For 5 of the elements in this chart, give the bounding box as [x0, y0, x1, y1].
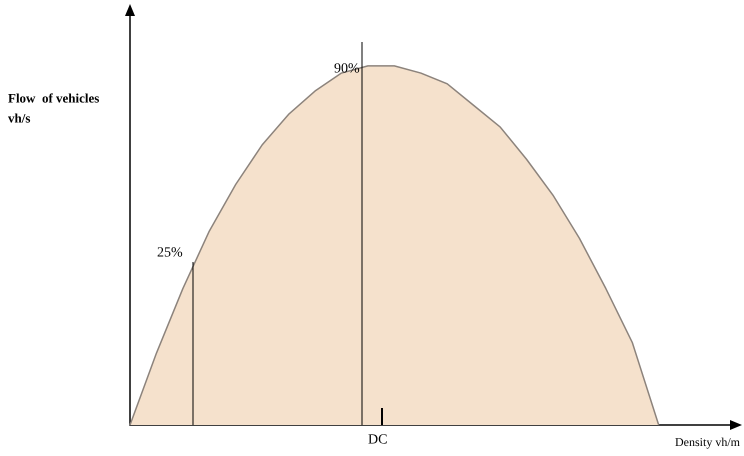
x-axis-title: Density vh/m	[675, 435, 741, 449]
text: DC	[368, 432, 388, 448]
annotation: 90%	[334, 62, 360, 76]
y-axis-title: Flow of vehicles vh/s	[8, 90, 103, 126]
annotation: 25%	[157, 246, 183, 260]
